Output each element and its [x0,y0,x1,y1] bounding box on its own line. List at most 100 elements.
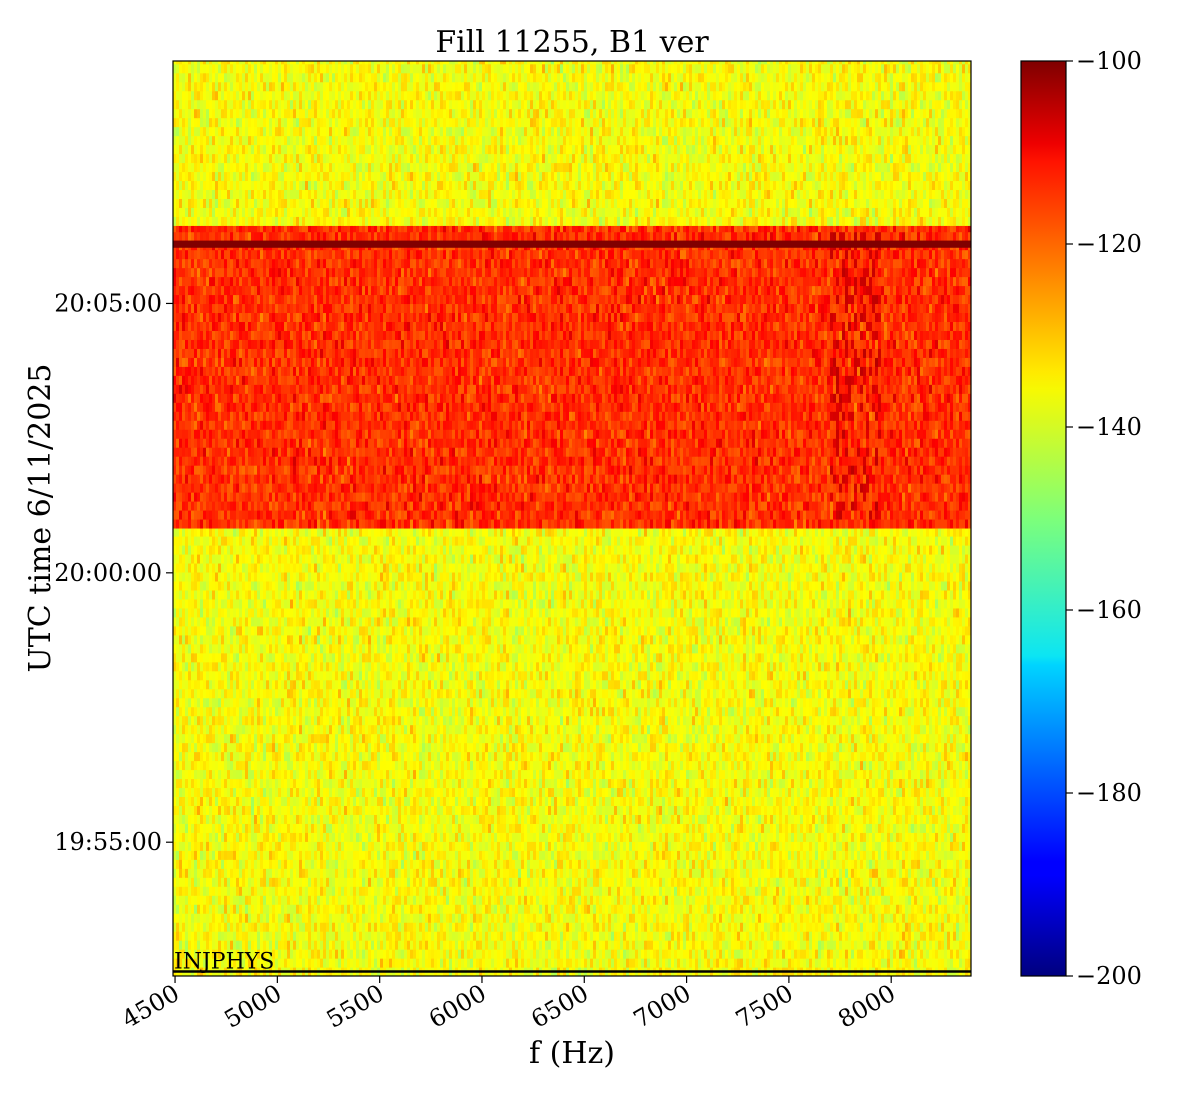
heatmap-cell [713,949,717,959]
heatmap-cell [848,922,852,932]
heatmap-cell [755,832,759,842]
heatmap-cell [563,832,567,842]
heatmap-cell [890,904,894,914]
heatmap-cell [728,949,732,959]
heatmap-cell [875,940,879,950]
heatmap-cell [692,877,696,887]
heatmap-cell [614,859,618,869]
heatmap-cell [923,841,927,851]
heatmap-cell [680,814,684,824]
heatmap-cell [746,877,750,887]
heatmap-cell [389,922,393,932]
heatmap-cell [449,823,453,833]
heatmap-cell [698,805,702,815]
heatmap-cell [662,904,666,914]
heatmap-cell [575,895,579,905]
heatmap-cell [536,850,540,860]
heatmap-cell [188,832,192,842]
heatmap-cell [182,859,186,869]
heatmap-cell [212,859,216,869]
heatmap-cell [359,832,363,842]
heatmap-cell [530,913,534,923]
heatmap-cell [380,940,384,950]
heatmap-cell [914,895,918,905]
heatmap-cell [494,922,498,932]
heatmap-cell [353,949,357,959]
heatmap-cell [506,823,510,833]
heatmap-cell [713,940,717,950]
heatmap-cell [704,949,708,959]
heatmap-cell [968,877,971,887]
heatmap-cell [350,949,354,959]
heatmap-cell [461,931,465,941]
heatmap-cell [455,949,459,959]
heatmap-cell [560,895,564,905]
heatmap-cell [533,850,537,860]
heatmap-cell [413,949,417,959]
heatmap-cell [200,850,204,860]
heatmap-cell [677,841,681,851]
heatmap-cell [539,886,543,896]
heatmap-cell [368,913,372,923]
heatmap-cell [440,895,444,905]
heatmap-cell [884,823,888,833]
heatmap-cell [419,895,423,905]
heatmap-cell [197,949,201,959]
heatmap-cell [248,877,252,887]
heatmap-cell [815,868,819,878]
heatmap-cell [470,886,474,896]
heatmap-cell [842,949,846,959]
heatmap-cell [260,805,264,815]
heatmap-cell [365,823,369,833]
heatmap-cell [968,832,971,842]
heatmap-cell [875,814,879,824]
heatmap-cell [266,913,270,923]
heatmap-cell [395,850,399,860]
heatmap-cell [194,922,198,932]
heatmap-cell [206,814,210,824]
heatmap-cell [788,940,792,950]
heatmap-cell [803,886,807,896]
heatmap-cell [542,949,546,959]
heatmap-cell [749,814,753,824]
heatmap-cell [182,904,186,914]
heatmap-cell [257,877,261,887]
heatmap-cell [674,832,678,842]
heatmap-cell [869,922,873,932]
heatmap-cell [779,895,783,905]
heatmap-cell [713,877,717,887]
heatmap-cell [431,940,435,950]
heatmap-cell [371,868,375,878]
heatmap-cell [458,877,462,887]
heatmap-cell [929,859,933,869]
heatmap-cell [851,859,855,869]
heatmap-cell [503,895,507,905]
heatmap-cell [314,868,318,878]
heatmap-cell [545,940,549,950]
heatmap-cell [551,805,555,815]
heatmap-cell [626,958,630,968]
heatmap-cell [701,823,705,833]
heatmap-cell [923,859,927,869]
heatmap-cell [740,859,744,869]
heatmap-cell [413,805,417,815]
heatmap-cell [722,877,726,887]
heatmap-cell [257,904,261,914]
heatmap-cell [758,814,762,824]
heatmap-cell [299,895,303,905]
heatmap-cell [212,850,216,860]
heatmap-cell [773,922,777,932]
heatmap-cell [437,940,441,950]
heatmap-cell [797,877,801,887]
heatmap-cell [188,904,192,914]
heatmap-cell [920,841,924,851]
heatmap-cell [275,886,279,896]
heatmap-cell [386,958,390,968]
heatmap-cell [785,868,789,878]
heatmap-cell [233,868,237,878]
heatmap-cell [416,886,420,896]
heatmap-cell [659,832,663,842]
heatmap-cell [668,805,672,815]
heatmap-cell [377,868,381,878]
heatmap-cell [524,913,528,923]
